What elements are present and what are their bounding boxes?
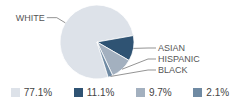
svg-text:WHITE: WHITE [16,13,45,23]
html-text:9.7%: 9.7% [149,86,172,98]
svg-text:BLACK: BLACK [158,65,188,75]
svg-text:ASIAN: ASIAN [158,43,185,53]
html-text:77.1%: 77.1% [23,86,53,98]
html-text:11.1%: 11.1% [86,86,115,98]
html-text:2.1%: 2.1% [206,86,230,98]
svg-text:HISPANIC: HISPANIC [158,54,200,64]
